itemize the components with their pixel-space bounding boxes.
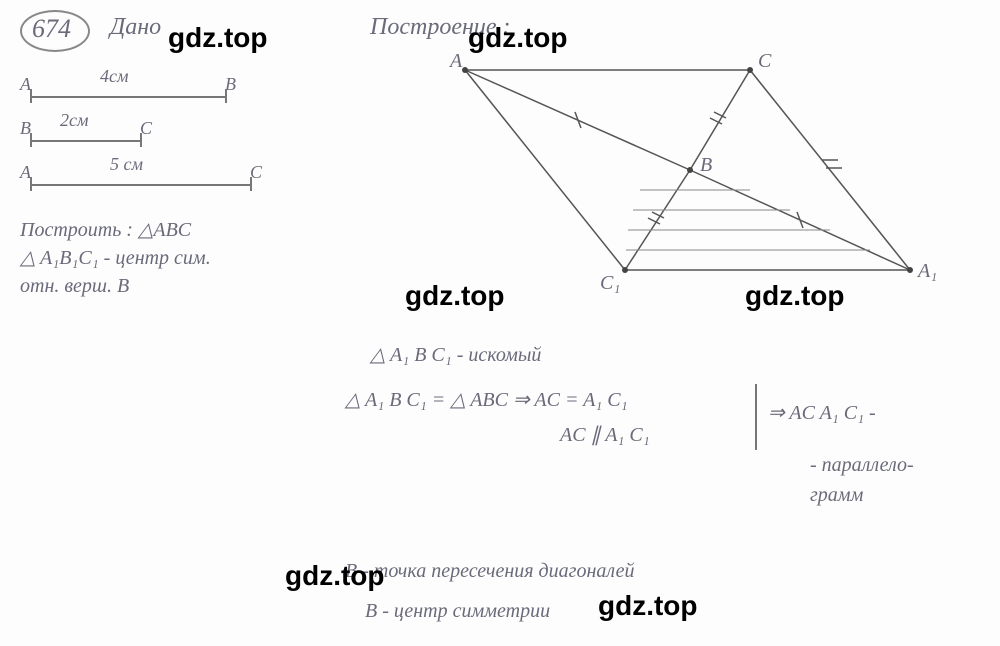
given-segments: A 4см B B 2см C A 5 см C [20,66,280,198]
edge-ac1 [465,70,625,270]
watermark: gdz.top [405,280,505,312]
vertex-label: A [450,50,462,73]
edge-ca1 [750,70,910,270]
seg-line [30,140,140,142]
solution-line: B - центр симметрии [365,596,550,626]
segment-ac: A 5 см C [20,154,280,198]
vertex-a [462,67,468,73]
vertical-bar [755,384,757,450]
seg-tick [225,89,227,103]
solution-line: △ A₁ B C₁ = △ ABC ⇒ AC = A₁ C₁ [345,385,628,415]
seg-line [30,184,250,186]
diagram-svg [370,50,950,310]
solution-implies: ⇒ AC A₁ C₁ - [768,398,876,428]
problem-number: 674 [32,14,71,44]
solution-line: △ A₁ B C₁ - искомый [370,340,541,370]
vertex-label: A₁ [918,260,937,283]
vertex-label: B [700,154,712,177]
segment-ab: A 4см B [20,66,280,110]
solution-parallelogram: - параллело- грамм [810,450,914,510]
solution-line: B - точка пересечения диагоналей [345,556,635,586]
edge-bc1 [625,170,690,270]
tick [797,212,803,228]
vertex-c1 [622,267,628,273]
construction-diagram: A C B C₁ A₁ [370,50,950,310]
watermark: gdz.top [745,280,845,312]
vertex-c [747,67,753,73]
watermark: gdz.top [285,560,385,592]
segment-bc: B 2см C [20,110,280,154]
watermark: gdz.top [168,22,268,54]
task-line: △ A₁B₁C₁ - центр сим. [20,244,211,272]
seg-tick [140,133,142,147]
task-line: отн. верш. B [20,272,211,300]
task-text: Построить : △ABC △ A₁B₁C₁ - центр сим. о… [20,216,211,300]
vertex-label: C₁ [600,272,620,295]
watermark: gdz.top [468,22,568,54]
vertex-label: C [758,50,771,73]
seg-tick [250,177,252,191]
vertex-a1 [907,267,913,273]
watermark: gdz.top [598,590,698,622]
seg-length: 5 см [110,154,143,175]
edge-cb [690,70,750,170]
task-line: Построить : △ABC [20,216,211,244]
vertex-b [687,167,693,173]
seg-length: 4см [100,66,128,87]
section-dano: Дано [110,14,161,41]
seg-length: 2см [60,110,88,131]
solution-line: AC ∥ A₁ C₁ [560,420,650,450]
seg-line [30,96,225,98]
